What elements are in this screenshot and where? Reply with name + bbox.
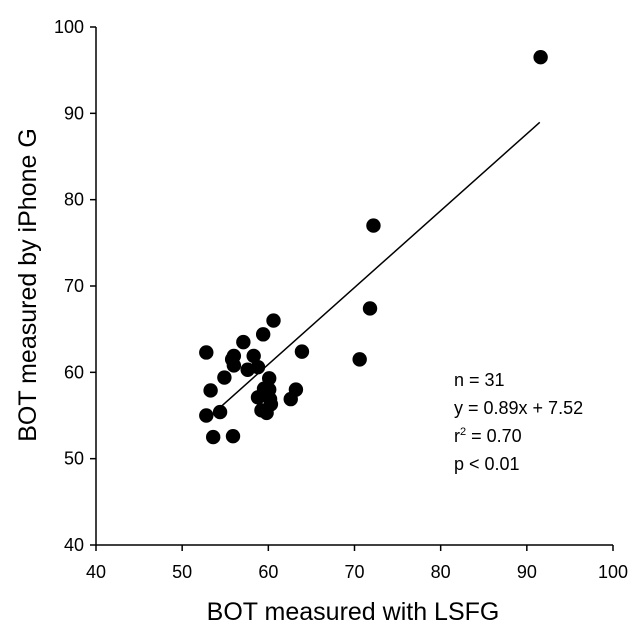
annotation-p-value: p < 0.01: [454, 454, 520, 474]
x-tick-label: 50: [172, 562, 192, 582]
data-point: [295, 344, 309, 358]
data-point: [203, 383, 217, 397]
x-tick-label: 90: [517, 562, 537, 582]
data-point: [206, 430, 220, 444]
data-point: [264, 397, 278, 411]
data-point: [256, 327, 270, 341]
y-axis-ticks: 40 50 60 70 80 90 100: [54, 17, 96, 555]
data-point: [266, 313, 280, 327]
annotation-r-value: = 0.70: [466, 426, 522, 446]
data-point: [199, 345, 213, 359]
data-point: [236, 335, 250, 349]
data-point: [363, 301, 377, 315]
statistics-annotation: n = 31 y = 0.89x + 7.52 r2 = 0.70 p < 0.…: [454, 370, 583, 474]
data-point: [533, 50, 547, 64]
y-tick-label: 40: [64, 535, 84, 555]
y-tick-label: 50: [64, 449, 84, 469]
x-tick-label: 70: [344, 562, 364, 582]
x-axis-ticks: 40 50 60 70 80 90 100: [86, 545, 628, 582]
x-tick-label: 40: [86, 562, 106, 582]
y-tick-label: 100: [54, 17, 84, 37]
annotation-r-squared: r2 = 0.70: [454, 426, 522, 446]
data-point: [352, 352, 366, 366]
scatter-chart: 40 50 60 70 80 90 100 40 50 60 70 80 90 100 BOT meas…: [0, 0, 640, 640]
x-tick-label: 80: [431, 562, 451, 582]
data-point: [366, 218, 380, 232]
x-tick-label: 100: [598, 562, 628, 582]
y-tick-label: 70: [64, 276, 84, 296]
annotation-n: n = 31: [454, 370, 505, 390]
data-point: [217, 370, 231, 384]
y-tick-label: 80: [64, 190, 84, 210]
data-point: [227, 358, 241, 372]
x-axis-title: BOT measured with LSFG: [207, 598, 500, 626]
data-point: [251, 360, 265, 374]
y-axis-title: BOT measured by iPhone G: [14, 128, 42, 442]
axes: [96, 27, 613, 545]
y-tick-label: 60: [64, 362, 84, 382]
data-point: [289, 382, 303, 396]
data-point: [199, 408, 213, 422]
data-point: [226, 429, 240, 443]
annotation-equation: y = 0.89x + 7.52: [454, 398, 583, 418]
y-tick-label: 90: [64, 103, 84, 123]
x-tick-label: 60: [258, 562, 278, 582]
data-point: [213, 405, 227, 419]
